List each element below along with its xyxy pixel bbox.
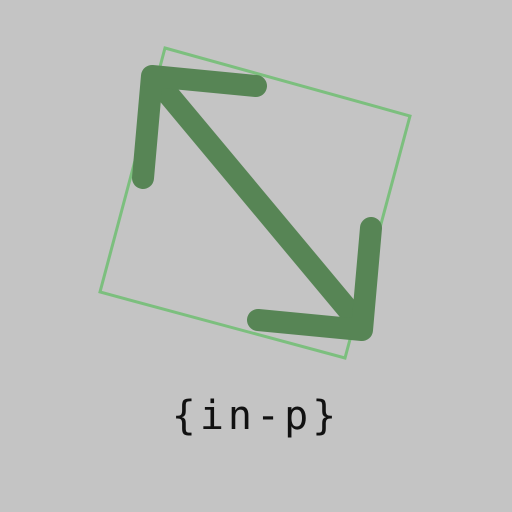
arrow-head-bottom-right <box>247 217 382 341</box>
tilted-frame <box>98 46 412 360</box>
double-headed-arrow <box>132 65 382 341</box>
arrow-head-top-left <box>132 65 267 189</box>
arrow-shaft <box>147 71 366 329</box>
caption-text: {in-p} <box>171 393 341 439</box>
